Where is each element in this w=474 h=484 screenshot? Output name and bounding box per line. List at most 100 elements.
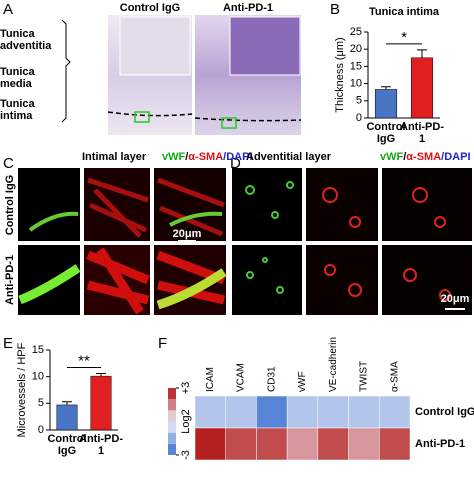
stain: /DAPI — [223, 151, 252, 163]
bar — [90, 375, 112, 431]
bar — [56, 404, 78, 431]
heat-cell — [256, 395, 288, 429]
category-text: Anti-PD-1 — [79, 433, 123, 457]
category-label: Control IgG — [47, 433, 87, 457]
layer-label: Tunica media — [0, 66, 35, 90]
micrographs: 20μm — [232, 168, 472, 315]
inset-image — [229, 16, 301, 76]
y-tick-label: 5 — [356, 95, 362, 107]
stain-shape — [86, 247, 150, 315]
micrograph — [306, 245, 378, 315]
stain: / — [403, 151, 406, 163]
y-tick-label: 15 — [32, 344, 44, 356]
colorbar-step — [168, 421, 176, 433]
heat-cell — [379, 427, 411, 461]
panel-label: B — [330, 1, 340, 18]
stain-shape — [157, 177, 225, 237]
row-label: Anti-PD-1 — [4, 255, 16, 305]
stain: α-SMA — [406, 151, 441, 163]
panel-label: A — [3, 1, 13, 18]
y-tick-label: 20 — [350, 43, 362, 55]
category-text: Anti-PD-1 — [400, 121, 444, 145]
error-bar — [417, 49, 427, 58]
error-bar — [381, 86, 391, 90]
colorbar-step — [168, 443, 176, 455]
scale-label: 20μm — [441, 293, 470, 305]
stain-shape — [28, 211, 79, 232]
micrographs: 20μm — [18, 168, 227, 315]
panel-title: Intimal layer — [82, 151, 147, 163]
colorbar-tick-label: -3 — [180, 450, 192, 460]
micrograph — [382, 168, 472, 241]
y-tick-label: 25 — [350, 26, 362, 38]
row-label: Anti-PD-1 — [415, 438, 465, 450]
stain-shape — [18, 264, 81, 305]
layer-text: Tunica intima — [0, 98, 35, 122]
column-title: Anti-PD-1 — [223, 2, 273, 14]
inset-box — [221, 117, 237, 129]
row-label: Control IgG — [415, 406, 474, 418]
stain: / — [185, 151, 188, 163]
category-label: Anti-PD-1 — [79, 433, 123, 457]
heat-cell — [286, 395, 319, 429]
stain: vWF — [162, 151, 186, 163]
y-tick-label: 0 — [356, 112, 362, 124]
stain-shape — [156, 268, 227, 310]
chart-title: Tunica intima — [369, 6, 440, 18]
y-axis-label: Microvessels / HPF — [16, 342, 28, 437]
inset-box — [134, 111, 150, 123]
bar — [410, 57, 434, 119]
y-tick-label: 15 — [350, 60, 362, 72]
category-label: Control IgG — [366, 121, 406, 145]
panel-title: Adventitial layer — [246, 151, 332, 163]
y-tick-label: 10 — [350, 78, 362, 90]
heat-cell — [348, 427, 380, 461]
heat-cell — [225, 395, 257, 429]
colorbar-step — [168, 399, 176, 411]
micrograph — [232, 168, 302, 241]
colorbar-step — [168, 432, 176, 444]
category-text: Control IgG — [366, 121, 406, 145]
error-bar — [96, 372, 106, 377]
stain-legend: vWF/α-SMA/DAPI — [162, 151, 253, 163]
panel-label: E — [3, 335, 13, 352]
heat-cell — [256, 427, 288, 461]
micrograph — [18, 168, 80, 241]
colorbar-tick-label: +3 — [180, 382, 192, 395]
panel-label: C — [3, 155, 14, 172]
colorbar-step — [168, 410, 176, 422]
stain-legend: vWF/α-SMA/DAPI — [380, 151, 471, 163]
micrograph — [382, 245, 472, 315]
heat-cell — [194, 395, 226, 429]
intima-line — [107, 111, 302, 122]
colorbar-label: Log2 — [180, 409, 192, 433]
category-text: Control IgG — [47, 433, 87, 457]
panel-label: D — [230, 155, 241, 172]
column-label: VE-cadherin — [328, 337, 339, 392]
bracket — [61, 19, 71, 123]
row-label: Control IgG — [4, 175, 16, 236]
heat-cell — [286, 427, 319, 461]
micrograph — [18, 245, 80, 315]
heat-cell — [225, 427, 257, 461]
micrograph — [306, 168, 378, 241]
layer-text: Tunica adventitia — [0, 28, 52, 52]
column-label: TWIST — [359, 361, 370, 392]
y-tick-label: 0 — [38, 424, 44, 436]
error-bar — [62, 401, 72, 405]
column-label: vWF — [297, 371, 308, 392]
layer-label: Tunica intima — [0, 98, 35, 122]
inset-image — [119, 16, 191, 76]
stain: /DAPI — [441, 151, 470, 163]
layer-label: Tunica adventitia — [0, 28, 52, 52]
scale-label: 20μm — [173, 228, 202, 240]
column-label: VCAM — [236, 363, 247, 392]
heat-cell — [379, 395, 411, 429]
heat-cell — [317, 427, 349, 461]
significance-label: * — [401, 29, 407, 46]
column-label: α-SMA — [389, 361, 400, 392]
stain: α-SMA — [188, 151, 223, 163]
column-title: Control IgG — [120, 2, 181, 14]
column-label: ICAM — [205, 367, 216, 392]
